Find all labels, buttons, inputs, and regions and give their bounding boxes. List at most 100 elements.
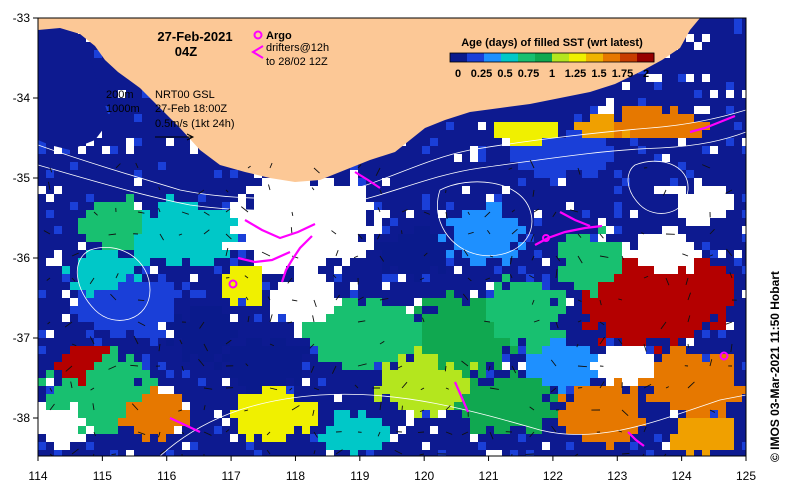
current-vector xyxy=(108,365,117,370)
current-vector xyxy=(203,405,206,411)
plot-frame xyxy=(37,17,747,457)
current-vector xyxy=(225,247,229,257)
current-vector xyxy=(484,320,491,323)
current-vector xyxy=(331,230,337,235)
current-vector xyxy=(401,209,408,213)
current-vector xyxy=(268,184,271,191)
x-tick-label: 121 xyxy=(479,469,499,483)
current-vector xyxy=(46,277,51,281)
colorbar-swatch xyxy=(518,53,536,62)
current-vector xyxy=(159,449,167,455)
current-vector xyxy=(663,453,667,456)
contour-1000m-label: 1000m xyxy=(106,103,140,115)
current-vector xyxy=(181,431,185,435)
x-tick-label: 118 xyxy=(286,469,305,483)
current-vector xyxy=(551,425,557,433)
current-vector xyxy=(312,409,315,416)
current-vector xyxy=(599,321,605,326)
current-vector xyxy=(445,211,448,219)
current-vector xyxy=(333,274,337,279)
current-vector xyxy=(313,431,318,438)
current-vector xyxy=(529,159,535,169)
current-vector xyxy=(462,293,469,301)
current-vector xyxy=(643,383,652,389)
drifter-track-1 xyxy=(354,171,381,189)
current-vector xyxy=(665,277,670,286)
current-vector xyxy=(687,381,695,389)
current-vector xyxy=(577,320,582,323)
current-vector xyxy=(643,426,647,433)
current-vector xyxy=(159,233,164,241)
current-vector xyxy=(291,211,294,216)
current-vector xyxy=(71,343,77,347)
current-vector xyxy=(225,339,232,345)
current-vector xyxy=(687,343,690,348)
current-vector xyxy=(311,187,315,191)
current-vector xyxy=(65,365,73,372)
current-vector xyxy=(599,381,605,389)
current-vector xyxy=(266,431,271,436)
current-vector xyxy=(618,298,623,301)
current-vector xyxy=(71,252,79,257)
current-vector xyxy=(244,275,249,279)
current-vector xyxy=(225,233,232,240)
current-vector xyxy=(621,255,624,260)
current-vector xyxy=(130,364,139,367)
drifter-legend-label-2: to 28/02 12Z xyxy=(266,56,328,68)
current-vector xyxy=(357,233,363,240)
current-vector xyxy=(357,320,366,323)
colorbar-tick-label: 0 xyxy=(455,68,461,80)
current-vector xyxy=(225,429,230,433)
x-tick-label: 119 xyxy=(350,469,369,483)
current-vector xyxy=(310,365,315,373)
contour-eddy-3 xyxy=(76,247,151,321)
colorbar-swatch xyxy=(501,53,519,62)
y-tick-label: -38 xyxy=(13,411,31,425)
current-vector xyxy=(577,233,582,238)
y-tick-label: -33 xyxy=(13,11,31,25)
current-vector xyxy=(665,386,669,389)
current-vector xyxy=(397,365,403,369)
colorbar-title: Age (days) of filled SST (wrt latest) xyxy=(461,37,643,49)
current-vector xyxy=(312,315,315,323)
time-label: 04Z xyxy=(175,44,197,59)
current-vector xyxy=(115,163,121,169)
current-vector xyxy=(423,252,428,257)
current-vector xyxy=(89,277,95,285)
colorbar-tick-label: 1.25 xyxy=(565,68,586,80)
x-tick-label: 117 xyxy=(222,469,241,483)
current-vectors xyxy=(43,159,737,456)
current-vector xyxy=(599,233,604,239)
current-vector xyxy=(178,233,183,236)
current-vector xyxy=(158,343,161,352)
y-tick-label: -34 xyxy=(13,91,31,105)
current-vector xyxy=(420,387,425,391)
current-vector xyxy=(687,292,691,301)
current-vector xyxy=(353,255,359,259)
colorbar-swatch xyxy=(450,53,468,62)
contour-eddy-1 xyxy=(437,181,533,257)
current-vector xyxy=(199,321,205,329)
current-vector xyxy=(287,321,293,324)
current-vector xyxy=(488,365,491,372)
current-vector xyxy=(181,365,184,371)
current-vector xyxy=(133,335,139,345)
current-vector xyxy=(467,231,474,235)
contour-200m-label: 200m xyxy=(106,89,134,101)
argo-legend-icon xyxy=(253,30,263,40)
current-vector xyxy=(489,255,494,258)
drifter-track-10 xyxy=(559,211,591,228)
current-vector xyxy=(92,403,95,411)
current-vector xyxy=(335,250,339,257)
drifter-track-6 xyxy=(689,114,736,134)
current-vector xyxy=(377,431,381,437)
current-vector xyxy=(550,359,557,367)
current-vector xyxy=(379,297,389,301)
current-vector xyxy=(643,343,647,352)
current-vector xyxy=(245,296,249,301)
current-vector xyxy=(49,167,53,173)
current-vector xyxy=(533,319,540,323)
drifter-track-7 xyxy=(453,381,470,413)
current-vector xyxy=(618,338,623,345)
